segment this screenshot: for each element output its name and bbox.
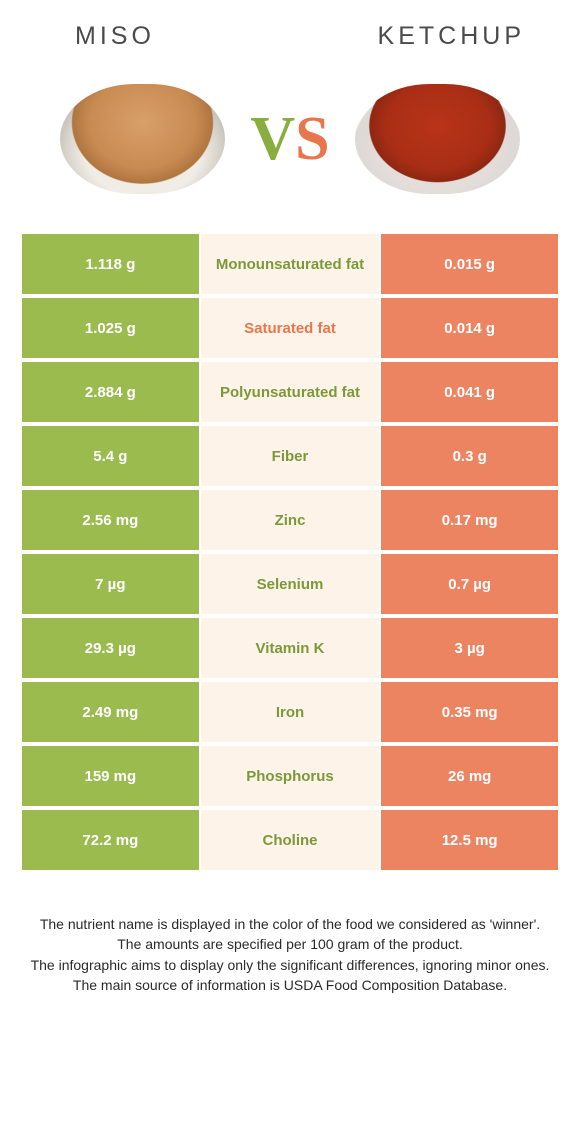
nutrient-name: Saturated fat [201, 298, 380, 358]
table-row: 2.56 mgZinc0.17 mg [22, 490, 558, 550]
table-row: 2.49 mgIron0.35 mg [22, 682, 558, 742]
nutrient-name: Vitamin K [201, 618, 380, 678]
right-food-title: Ketchup [378, 22, 525, 51]
vs-v: V [250, 104, 295, 175]
nutrient-name: Iron [201, 682, 380, 742]
right-value: 0.041 g [381, 362, 558, 422]
table-row: 159 mgPhosphorus26 mg [22, 746, 558, 806]
footnote-line: The main source of information is USDA F… [25, 975, 555, 995]
left-value: 159 mg [22, 746, 199, 806]
right-value: 0.7 µg [381, 554, 558, 614]
table-row: 2.884 gPolyunsaturated fat0.041 g [22, 362, 558, 422]
left-value: 1.025 g [22, 298, 199, 358]
left-value: 1.118 g [22, 234, 199, 294]
left-value: 72.2 mg [22, 810, 199, 870]
nutrient-name: Polyunsaturated fat [201, 362, 380, 422]
right-value: 12.5 mg [381, 810, 558, 870]
nutrient-name: Phosphorus [201, 746, 380, 806]
vs-label: VS [250, 104, 329, 175]
nutrient-name: Fiber [201, 426, 380, 486]
footnote-line: The nutrient name is displayed in the co… [25, 914, 555, 934]
ketchup-bowl-icon [355, 84, 520, 194]
right-value: 0.014 g [381, 298, 558, 358]
ketchup-image [348, 74, 528, 204]
left-value: 2.884 g [22, 362, 199, 422]
footnote-line: The infographic aims to display only the… [25, 955, 555, 975]
nutrient-name: Selenium [201, 554, 380, 614]
nutrient-name: Zinc [201, 490, 380, 550]
table-row: 1.118 gMonounsaturated fat0.015 g [22, 234, 558, 294]
right-value: 0.17 mg [381, 490, 558, 550]
left-value: 7 µg [22, 554, 199, 614]
header: Miso Ketchup [0, 0, 580, 69]
right-value: 0.015 g [381, 234, 558, 294]
left-value: 2.56 mg [22, 490, 199, 550]
right-value: 0.35 mg [381, 682, 558, 742]
table-row: 72.2 mgCholine12.5 mg [22, 810, 558, 870]
table-row: 7 µgSelenium0.7 µg [22, 554, 558, 614]
left-value: 29.3 µg [22, 618, 199, 678]
miso-image [52, 74, 232, 204]
footnote-line: The amounts are specified per 100 gram o… [25, 934, 555, 954]
footnotes: The nutrient name is displayed in the co… [0, 874, 580, 1015]
nutrient-name: Monounsaturated fat [201, 234, 380, 294]
miso-bowl-icon [60, 84, 225, 194]
table-row: 29.3 µgVitamin K3 µg [22, 618, 558, 678]
left-food-title: Miso [75, 22, 155, 51]
left-value: 2.49 mg [22, 682, 199, 742]
nutrient-name: Choline [201, 810, 380, 870]
nutrient-table: 1.118 gMonounsaturated fat0.015 g1.025 g… [0, 234, 580, 870]
vs-s: S [295, 104, 329, 175]
right-value: 26 mg [381, 746, 558, 806]
table-row: 1.025 gSaturated fat0.014 g [22, 298, 558, 358]
vs-row: VS [0, 69, 580, 234]
left-value: 5.4 g [22, 426, 199, 486]
right-value: 0.3 g [381, 426, 558, 486]
right-value: 3 µg [381, 618, 558, 678]
table-row: 5.4 gFiber0.3 g [22, 426, 558, 486]
